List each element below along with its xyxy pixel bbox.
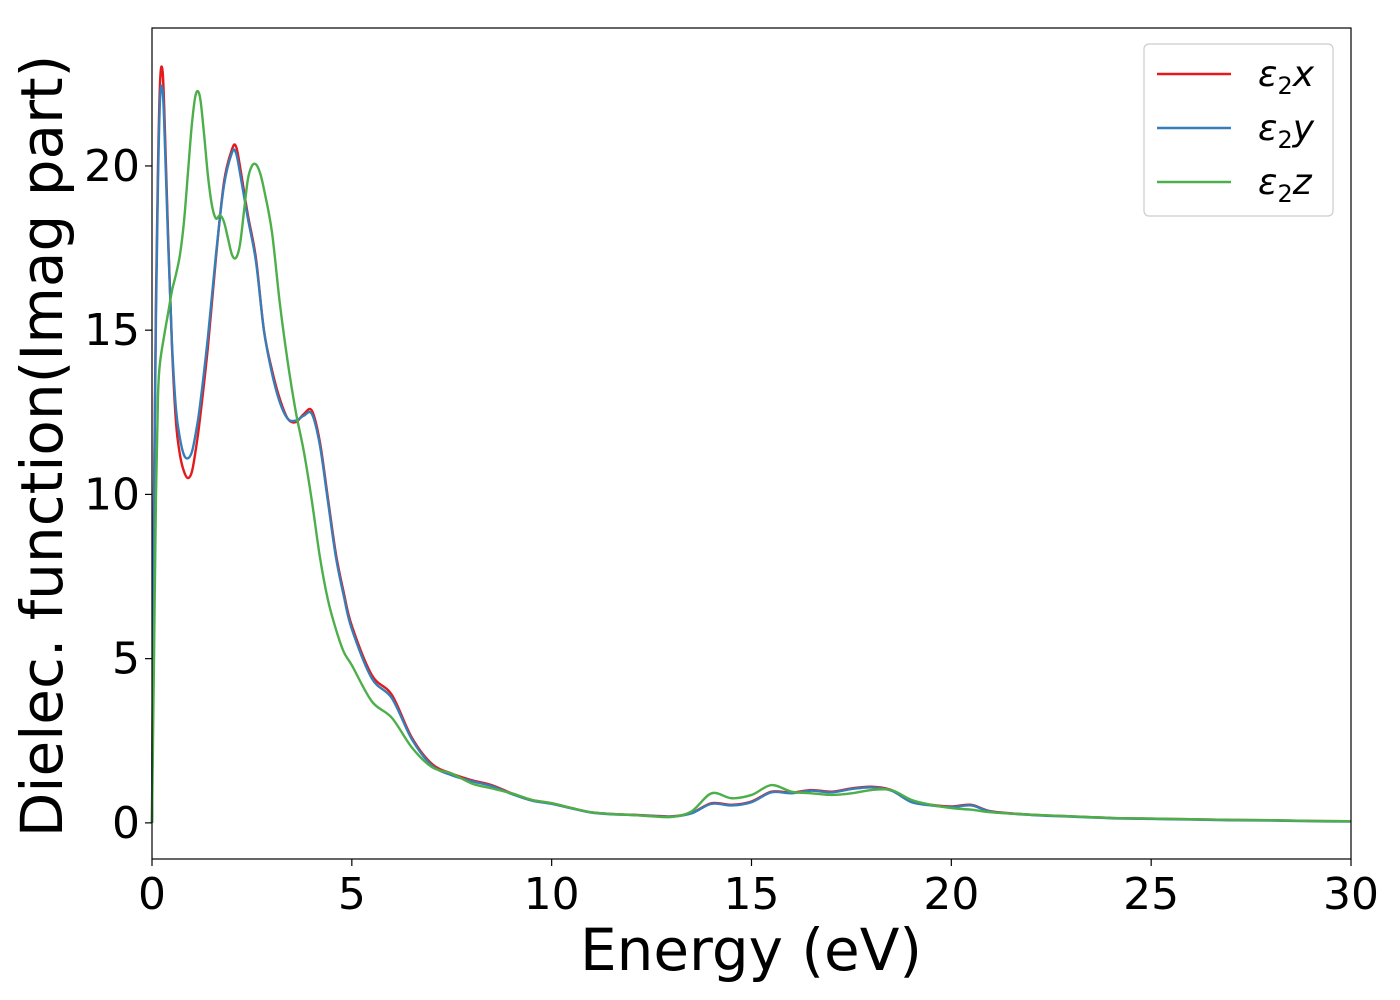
y-tick-label: 10 [84, 469, 140, 520]
y-axis-ticks: 0 5 10 15 20 [84, 141, 152, 849]
x-tick-label: 20 [923, 869, 979, 920]
x-tick-label: 30 [1323, 869, 1379, 920]
series-line-y [150, 84, 1352, 823]
x-axis-label: Energy (eV) [580, 916, 922, 984]
x-tick-label: 0 [138, 869, 166, 920]
x-tick-label: 10 [524, 869, 580, 920]
y-tick-label: 0 [112, 798, 140, 849]
x-axis-ticks: 0 5 10 15 20 25 30 [138, 859, 1379, 920]
plot-lines [150, 65, 1352, 823]
legend-label-z: ε2z [1258, 162, 1313, 208]
series-line-z [150, 89, 1352, 823]
x-tick-label: 15 [724, 869, 780, 920]
legend: ε2x ε2y ε2z [1143, 43, 1334, 217]
x-tick-label: 5 [338, 869, 366, 920]
legend-label-y: ε2y [1258, 108, 1315, 154]
y-tick-label: 20 [84, 141, 140, 192]
y-tick-label: 5 [112, 634, 140, 685]
legend-label-x: ε2x [1258, 54, 1315, 100]
x-tick-label: 25 [1123, 869, 1179, 920]
y-axis-label: Dielec. function(Imag part) [8, 55, 76, 838]
y-tick-label: 15 [84, 305, 140, 356]
legend-box [1143, 43, 1334, 217]
